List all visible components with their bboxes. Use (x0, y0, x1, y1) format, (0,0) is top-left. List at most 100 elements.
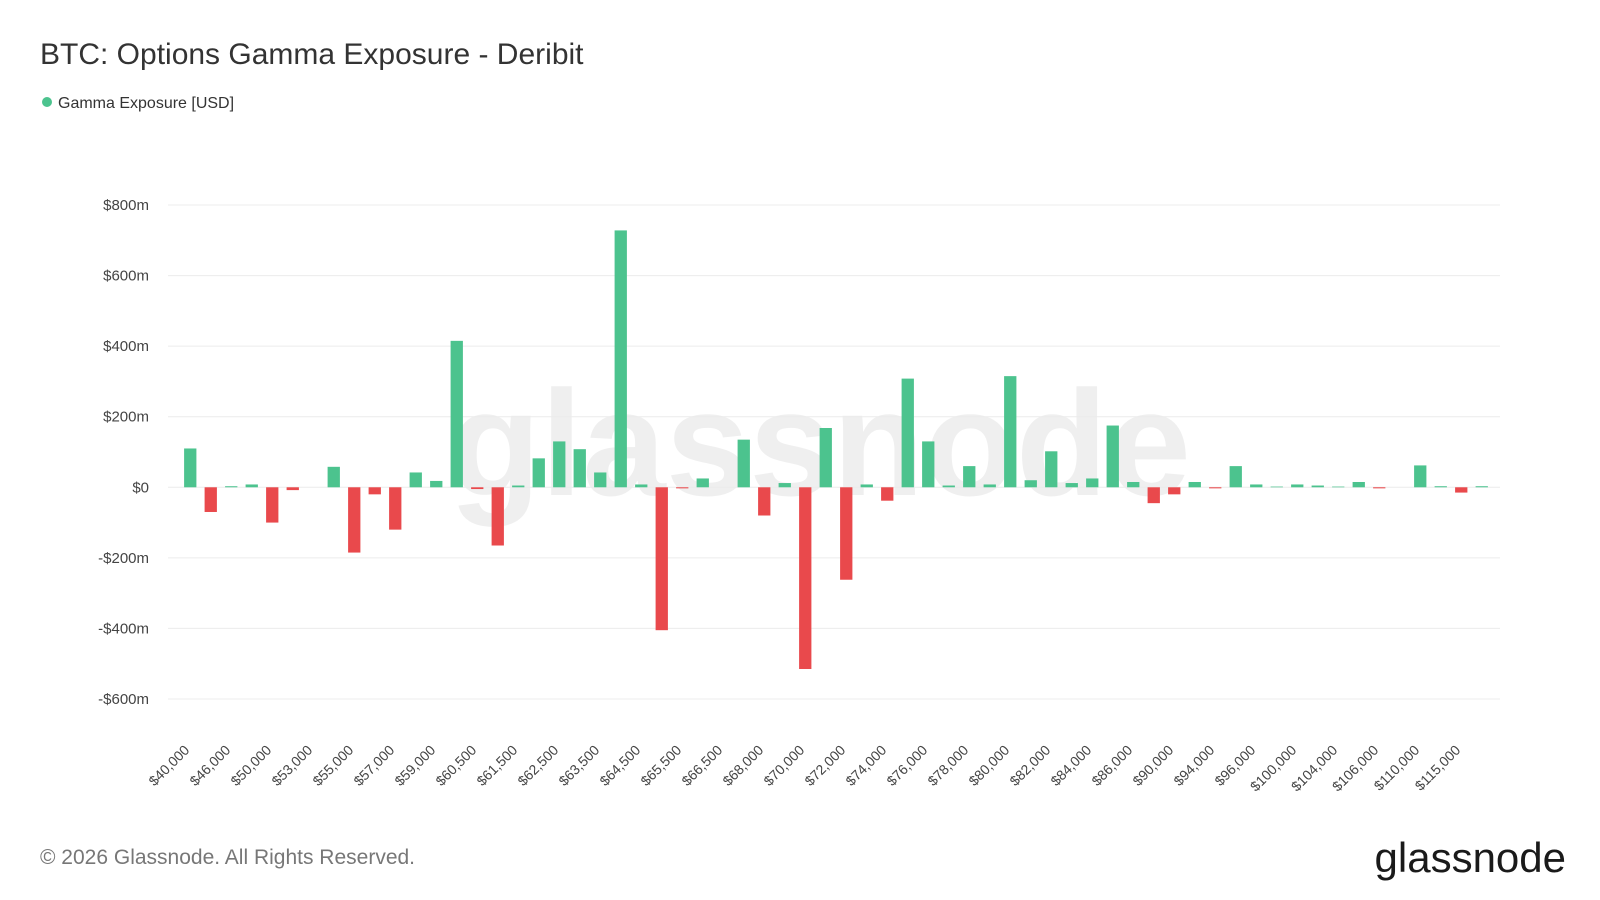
bar (758, 487, 771, 516)
bar (1434, 486, 1447, 488)
bar (368, 487, 381, 495)
x-tick-label: $78,000 (924, 742, 971, 789)
y-tick-label: -$200m (98, 550, 149, 567)
bar (1311, 485, 1324, 488)
x-tick-label: $84,000 (1047, 742, 1094, 789)
bar (840, 487, 853, 580)
bar (1250, 484, 1263, 488)
bar (696, 478, 709, 488)
bar (409, 472, 422, 488)
bar (1270, 486, 1283, 488)
bar (245, 484, 258, 488)
bar (512, 485, 525, 488)
bar (450, 340, 463, 488)
bar (430, 480, 443, 488)
x-tick-label: $68,000 (719, 742, 766, 789)
bar (1291, 484, 1304, 488)
bar (491, 487, 504, 546)
bar (778, 483, 791, 488)
bar (1352, 481, 1365, 488)
bar (1147, 487, 1160, 504)
bar (532, 458, 545, 488)
x-tick-label: $57,000 (350, 742, 397, 789)
x-tick-label: $72,000 (801, 742, 848, 789)
legend-label: Gamma Exposure [USD] (58, 95, 234, 112)
bar (389, 487, 402, 530)
bar (266, 487, 279, 523)
x-tick-label: $74,000 (842, 742, 889, 789)
x-tick-label: $94,000 (1170, 742, 1217, 789)
x-tick-label: $86,000 (1088, 742, 1135, 789)
y-tick-label: $200m (103, 409, 149, 426)
bar (614, 230, 627, 488)
bar (819, 428, 832, 488)
bar (983, 484, 996, 488)
x-tick-label: $63,500 (555, 742, 602, 789)
y-tick-label: -$600m (98, 691, 149, 708)
bar (1168, 487, 1181, 495)
x-tick-label: $70,000 (760, 742, 807, 789)
x-tick-label: $62,500 (514, 742, 561, 789)
bar (860, 484, 873, 488)
x-tick-label: $115,000 (1411, 742, 1463, 794)
bar (1373, 487, 1386, 489)
x-tick-label: $61,500 (473, 742, 520, 789)
x-tick-label: $59,000 (391, 742, 438, 789)
bar (881, 487, 894, 501)
x-tick-label: $76,000 (883, 742, 930, 789)
bar (204, 487, 217, 512)
bar (655, 487, 668, 631)
bar (184, 448, 197, 488)
chart-title: BTC: Options Gamma Exposure - Deribit (40, 38, 584, 71)
x-tick-label: $66,500 (678, 742, 725, 789)
footer: © 2026 Glassnode. All Rights Reserved. (40, 846, 415, 869)
bar (327, 466, 340, 488)
x-tick-label: $90,000 (1129, 742, 1176, 789)
bar (635, 484, 648, 488)
y-tick-label: $800m (103, 197, 149, 214)
bar (799, 487, 812, 670)
y-tick-label: $600m (103, 268, 149, 285)
bar (1065, 483, 1078, 488)
bar (1414, 465, 1427, 488)
bar (553, 441, 566, 488)
bar (922, 441, 935, 488)
bar (594, 472, 607, 488)
bar (1209, 487, 1222, 489)
bar (1332, 486, 1345, 488)
bar (1106, 425, 1119, 488)
bar (1455, 487, 1468, 493)
bar (1475, 486, 1488, 488)
x-tick-label: $53,000 (268, 742, 315, 789)
bar (676, 487, 689, 489)
bar (1229, 466, 1242, 488)
bar (348, 487, 361, 553)
x-tick-label: $65,500 (637, 742, 684, 789)
bar (1188, 481, 1201, 488)
x-tick-label: $60,500 (432, 742, 479, 789)
x-tick-label: $50,000 (227, 742, 274, 789)
x-tick-label: $80,000 (965, 742, 1012, 789)
bar (1004, 376, 1017, 488)
bar (286, 487, 299, 491)
brand-logo: glassnode (1375, 834, 1566, 881)
bar (942, 485, 955, 488)
bar (737, 439, 750, 488)
x-tick-label: $55,000 (309, 742, 356, 789)
bar (901, 378, 914, 488)
bar (471, 487, 484, 490)
legend-swatch (42, 97, 52, 107)
x-tick-label: $82,000 (1006, 742, 1053, 789)
x-tick-label: $46,000 (186, 742, 233, 789)
y-tick-label: -$400m (98, 620, 149, 637)
y-tick-label: $0 (132, 479, 149, 496)
bar (1045, 451, 1058, 488)
x-tick-label: $64,500 (596, 742, 643, 789)
x-tick-label: $40,000 (145, 742, 192, 789)
bar (963, 466, 976, 488)
bar (1024, 480, 1037, 488)
y-tick-label: $400m (103, 338, 149, 355)
bar (225, 486, 238, 488)
bar (1086, 478, 1099, 488)
